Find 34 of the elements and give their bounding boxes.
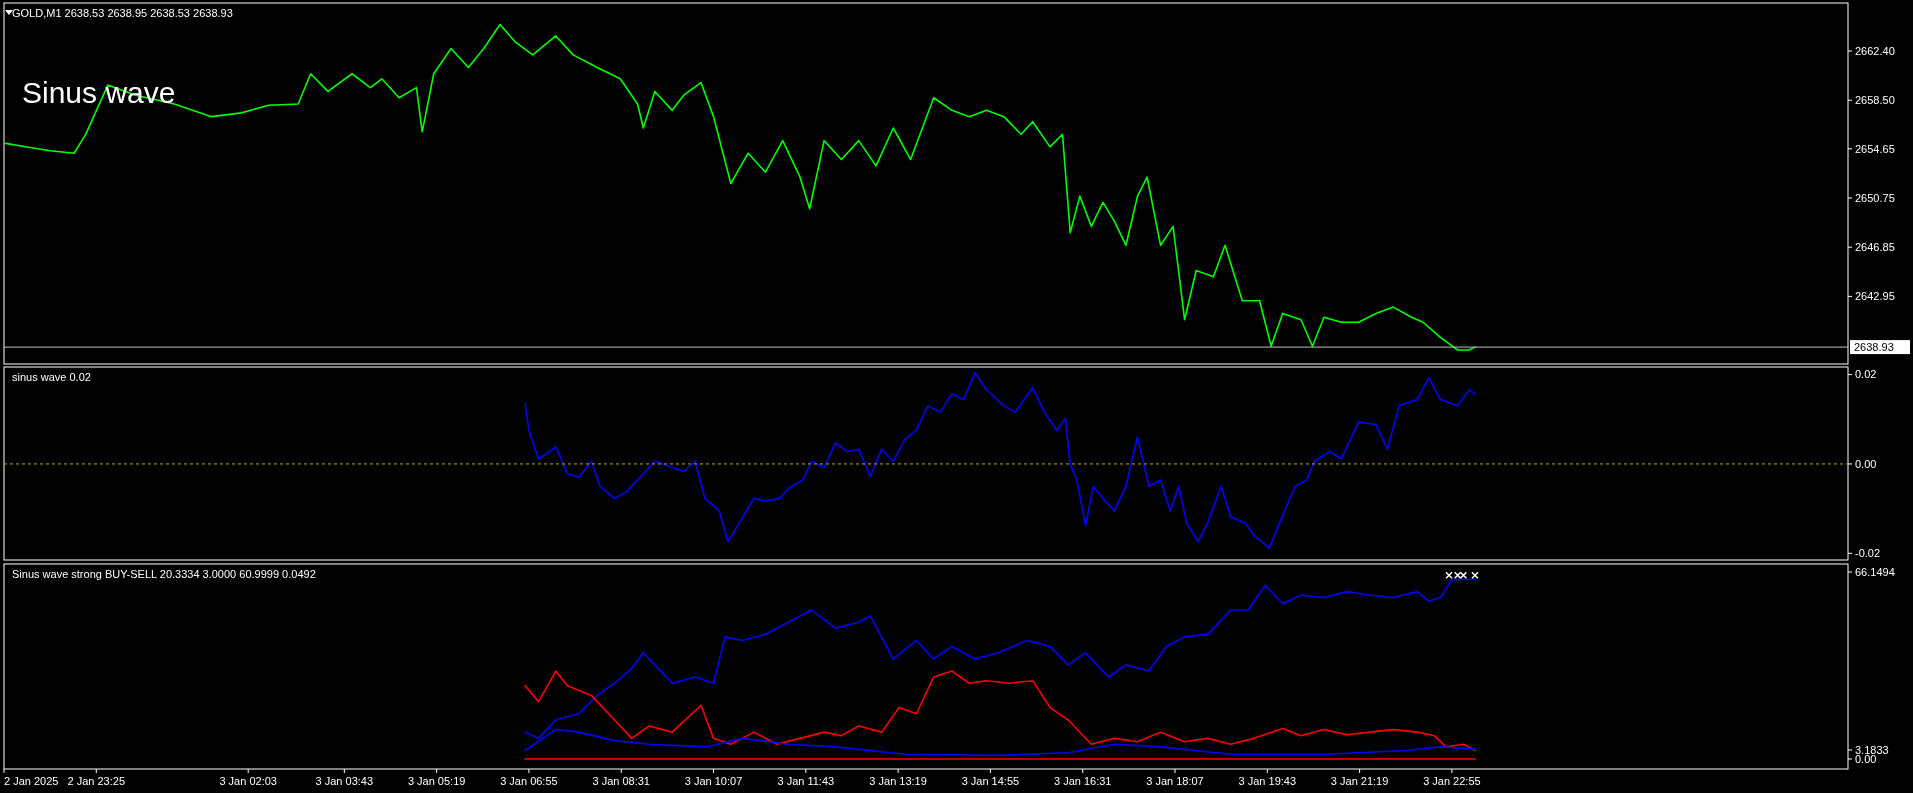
- x-tick-label: 2 Jan 2025: [4, 775, 59, 787]
- line-series: [4, 23, 1476, 351]
- x-tick-label: 3 Jan 02:03: [219, 775, 277, 787]
- chart-title: Sinus wave strong BUY-SELL 20.3334 3.0000 60.9999 0.0492: [12, 568, 316, 580]
- chart-title: GOLD,M1 2638.53 2638.95 2638.53 2638.93: [12, 7, 233, 19]
- x-tick-label: 3 Jan 18:07: [1146, 775, 1204, 787]
- x-tick-label: 3 Jan 16:31: [1053, 775, 1112, 787]
- x-tick-label: 3 Jan 22:55: [1423, 775, 1481, 787]
- y-tick-label: 0.02: [1855, 368, 1877, 381]
- chart-title: sinus wave 0.02: [12, 371, 91, 383]
- x-tick-label: 3 Jan 10:07: [684, 775, 743, 787]
- y-tick-label: 2650.75: [1855, 191, 1895, 204]
- x-tick-label: 3 Jan 06:55: [500, 775, 558, 787]
- y-tick-label: 2646.85: [1855, 241, 1895, 254]
- x-tick-label: 3 Jan 19:43: [1238, 775, 1297, 787]
- y-tick-label: 0.00: [1855, 457, 1877, 470]
- x-tick-label: 3 Jan 08:31: [592, 775, 650, 787]
- y-tick-label: 3.1833: [1855, 743, 1889, 756]
- y-tick-label: -0.02: [1855, 547, 1881, 560]
- x-tick-label: 3 Jan 14:55: [961, 775, 1020, 787]
- x-tick-label: 3 Jan 13:19: [869, 775, 927, 787]
- x-tick-label: 3 Jan 11:43: [777, 775, 835, 787]
- y-tick-label: 2658.50: [1855, 94, 1895, 107]
- ref-line-label: 2638.93: [1854, 340, 1894, 353]
- line-series: [524, 372, 1476, 549]
- y-tick-label: 2654.65: [1855, 142, 1895, 155]
- y-tick-label: 66.1494: [1855, 565, 1895, 578]
- y-tick-label: 2642.95: [1855, 290, 1895, 303]
- line-series: [524, 670, 1476, 752]
- x-tick-label: 3 Jan 03:43: [315, 775, 374, 787]
- x-tick-label: 3 Jan 21:19: [1330, 775, 1389, 787]
- x-tick-label: 2 Jan 23:25: [67, 775, 126, 787]
- y-tick-label: 2662.40: [1855, 44, 1895, 57]
- x-tick-label: 3 Jan 05:19: [407, 775, 466, 787]
